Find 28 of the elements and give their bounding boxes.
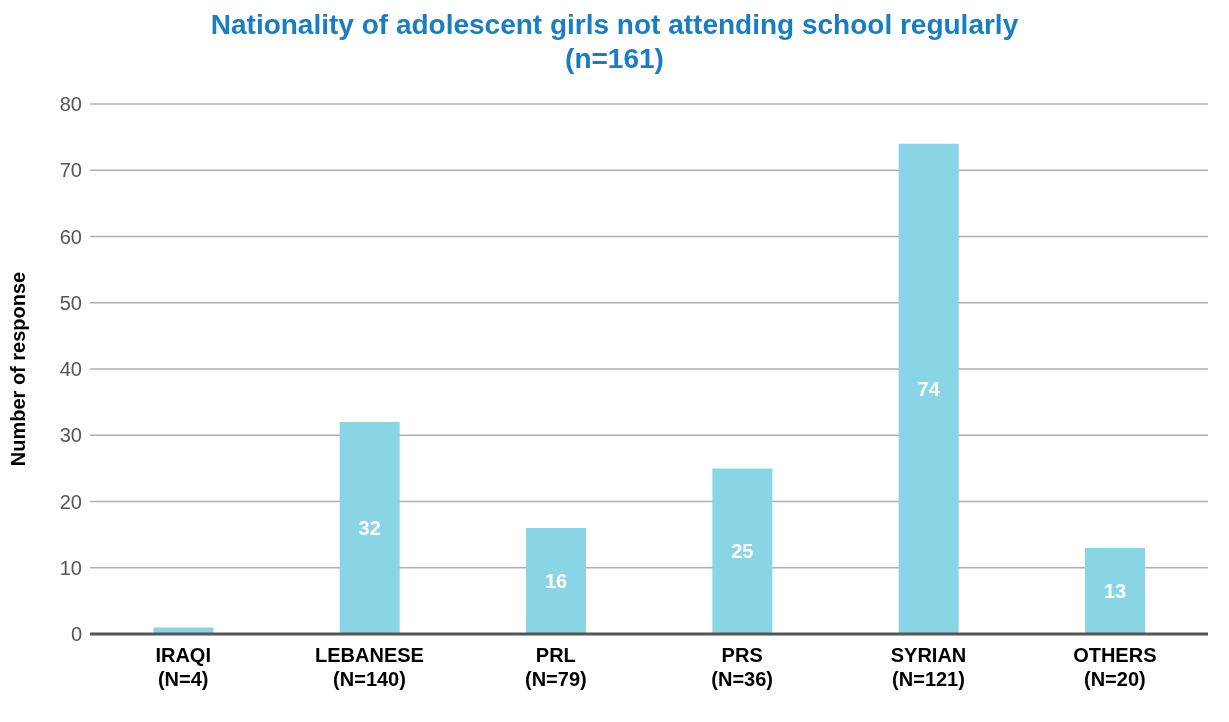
x-tick-label: OTHERS (N=20): [1073, 644, 1157, 690]
data-label: 74: [917, 377, 941, 400]
x-tick-label: PRS (N=36): [711, 644, 774, 690]
x-tick-label: IRAQI (N=4): [155, 644, 211, 690]
y-tick-label: 70: [59, 159, 82, 182]
bar: [712, 468, 773, 634]
chart-title: Nationality of adolescent girls not attending school regularly (n=161): [209, 8, 1020, 76]
y-tick-label: 0: [70, 623, 82, 646]
bar: [526, 528, 587, 634]
y-tick-label: 30: [59, 424, 82, 447]
data-label: 32: [358, 517, 381, 540]
y-tick-label: 60: [59, 225, 82, 248]
y-tick-label: 20: [59, 490, 82, 513]
data-label: 25: [731, 540, 754, 563]
bar: [153, 627, 214, 634]
bar: [898, 143, 959, 634]
y-tick-label: 50: [59, 291, 82, 314]
y-tick-label: 40: [59, 358, 82, 381]
data-label: 16: [544, 570, 568, 593]
x-tick-label: PRL (N=79): [524, 644, 587, 690]
data-label: 13: [1103, 580, 1127, 603]
x-tick-label: LEBANESE (N=140): [315, 644, 424, 690]
y-axis-title: Number of response: [7, 271, 30, 467]
y-tick-label: 80: [59, 93, 82, 116]
bar: [1085, 547, 1146, 634]
x-tick-label: SYRIAN (N=121): [890, 644, 967, 690]
bar: [339, 422, 400, 634]
y-tick-label: 10: [59, 556, 82, 579]
